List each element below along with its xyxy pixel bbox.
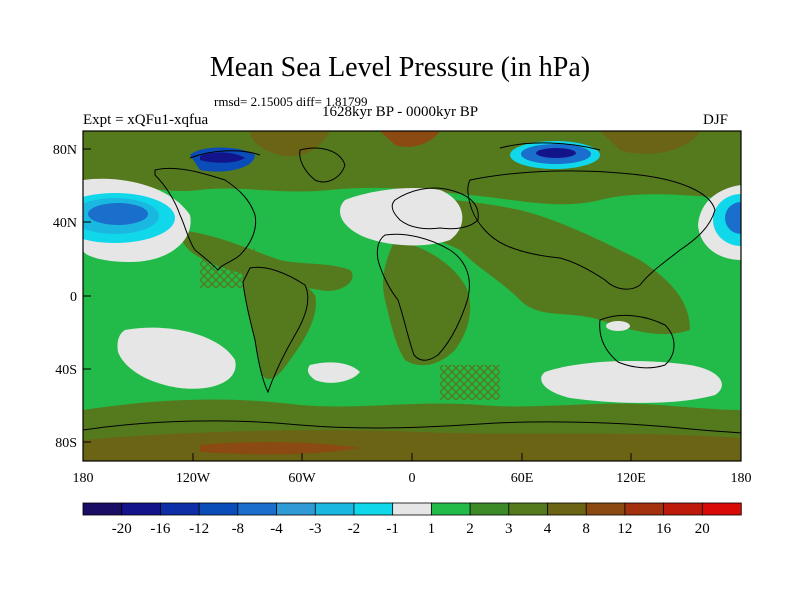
lat-label: 80S [55,436,77,451]
coastline-europe [391,187,479,230]
colorbar-swatch [237,502,278,516]
coastline-antarctica [83,420,741,434]
field-grey-small [606,321,630,331]
field-low-arctic-west-core [200,152,245,163]
lon-label: 60E [511,471,534,486]
coastline-north-america [154,167,257,271]
lon-label: 120E [616,471,646,486]
longitude-labels: 180 120W 60W 0 60E 120E 180 [73,471,752,486]
colorbar-tick-label: -16 [150,521,170,537]
lon-label: 0 [409,471,416,486]
colorbar-swatch [663,502,704,516]
hatch-region-2 [440,365,500,400]
colorbar-tick-label: -3 [309,521,322,537]
coastline-australia [599,315,675,369]
colorbar-tick-label: 8 [582,521,590,537]
field-low-npacific-west-3 [88,203,148,225]
colorbar-swatch [547,502,587,516]
stats-line: rmsd= 2.15005 diff= 1.81799 [214,94,368,109]
experiment-label: Expt = xQFu1-xqfua [83,112,209,128]
field-patch-north-1 [250,131,330,157]
field-patch-north-3 [600,131,700,154]
period-line: 1628kyr BP - 0000kyr BP [321,104,479,120]
colorbar-swatch [121,502,162,516]
coastline-asia [467,170,716,290]
colorbar-tick-label: -20 [112,521,132,537]
colorbar-swatch [82,502,123,516]
coastlines [83,142,741,434]
colorbar-swatch [276,502,316,516]
colorbar-swatch [585,502,626,516]
field-atlantic-band [180,230,353,291]
colorbar-swatch [314,502,355,516]
field-grey-natlantic [340,188,463,246]
lon-label: 180 [731,471,752,486]
colorbar-tick-label: 4 [544,521,552,537]
colorbar-swatch [392,502,433,516]
colorbar-tick-label: 20 [695,521,710,537]
latitude-labels: 80N 40N 0 40S 80S [53,143,77,451]
colorbar-tick-label: 16 [656,521,672,537]
colorbar-tick-label: -1 [386,521,399,537]
hatch-region-1 [200,248,255,288]
colorbar-swatch [198,502,239,516]
field-grey-indian [541,360,722,403]
colorbar-tick-label: 2 [466,521,474,537]
colorbar-tick-label: -8 [232,521,245,537]
colorbar-swatch [469,502,510,516]
coastline-africa [376,233,470,361]
field-patch-north-2 [380,131,440,147]
field-antarctic-patch [200,442,360,455]
coastline-south-america [242,266,309,394]
colorbar [82,502,742,516]
lat-label: 40N [53,216,77,231]
lat-label: 40S [55,363,77,378]
coastline-arctic [189,142,601,159]
field-south-america [242,265,316,380]
colorbar-tick-label: 12 [617,521,632,537]
lon-label: 120W [176,471,211,486]
lon-label: 60W [288,471,316,486]
field-grey-satlantic [307,362,360,383]
map-title: Mean Sea Level Pressure (in hPa) [209,52,591,83]
colorbar-labels: -20 -16 -12 -8 -4 -3 -2 -1 1 2 3 4 8 12 16 20 [112,521,710,537]
colorbar-swatch [430,502,471,516]
field-low-arctic-east-core [536,148,576,158]
colorbar-tick-label: 3 [505,521,513,537]
colorbar-tick-label: -12 [189,521,209,537]
colorbar-tick-label: -4 [270,521,283,537]
lat-label: 80N [53,143,77,158]
field-grey-spacific [117,327,236,389]
season-label: DJF [703,112,729,128]
colorbar-swatch [508,502,549,516]
colorbar-tick-label: -2 [348,521,361,537]
colorbar-swatch [353,502,394,516]
colorbar-tick-label: 1 [428,521,436,537]
axis-ticks [82,148,742,461]
colorbar-swatch [701,502,742,516]
lon-label: 180 [73,471,94,486]
field-africa [383,240,471,366]
coastline-greenland [299,147,346,183]
lat-label: 0 [70,290,77,305]
field-low-npacific-east-2 [725,202,741,234]
colorbar-swatch [624,502,665,516]
colorbar-swatch [160,502,200,516]
